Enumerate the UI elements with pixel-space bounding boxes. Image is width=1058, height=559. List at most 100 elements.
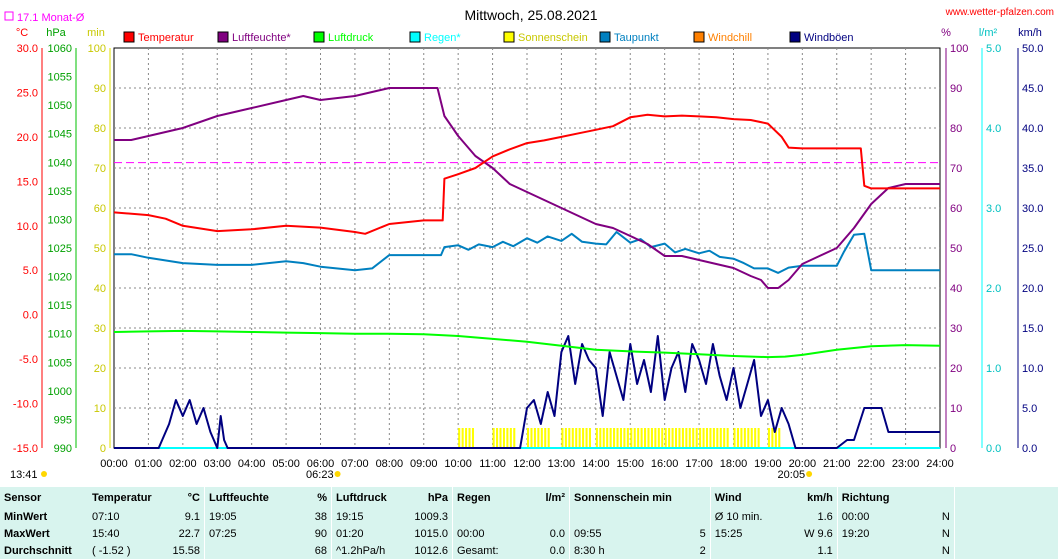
temp-value: 9.1	[184, 510, 200, 523]
temp-axis-tick: 5.0	[23, 265, 38, 277]
header-sun-filler	[676, 487, 711, 508]
header-sensor: Sensor	[4, 491, 42, 504]
sunrise-icon	[334, 471, 341, 477]
sunshine-bar	[609, 428, 612, 448]
sunshine-bar	[540, 428, 543, 448]
wind-axis-tick: 15.0	[1022, 323, 1043, 335]
sunshine-bar	[513, 428, 516, 448]
sunshine-bar	[640, 428, 643, 448]
sunshine-bar	[716, 428, 719, 448]
sunshine-bar	[537, 428, 540, 448]
sunshine-bar	[671, 428, 674, 448]
rain-axis-tick: 5.0	[986, 43, 1001, 55]
sunshine-bar	[668, 428, 671, 448]
sunshine-bar	[527, 428, 530, 448]
sun-axis-tick: 50	[94, 243, 106, 255]
humidity-axis-tick: 40	[950, 283, 962, 295]
time-axis-tick: 21:00	[823, 458, 851, 470]
time-axis-tick: 19:00	[754, 458, 782, 470]
sunshine-bar	[637, 428, 640, 448]
sunshine-bar	[458, 428, 461, 448]
sunshine-bar	[754, 428, 757, 448]
humidity-axis-tick: 100	[950, 43, 968, 55]
sunshine-bar	[492, 428, 495, 448]
header-wind-unit: km/h	[807, 491, 833, 504]
stats-row-avg: Durchschnitt ( -1.52 ) 15.58 68 ^1.2hPa/…	[0, 542, 1058, 559]
sunshine-bar	[650, 428, 653, 448]
row-label: Durchschnitt	[4, 544, 72, 557]
temp-time: 15:40	[92, 527, 120, 540]
sun-axis-tick: 20	[94, 363, 106, 375]
legend-swatch-regen	[409, 31, 421, 43]
sun-axis-tick: 90	[94, 83, 106, 95]
time-axis-tick: 23:00	[892, 458, 920, 470]
sunshine-bar	[623, 428, 626, 448]
rain-value: 0.0	[549, 544, 565, 557]
humidity-axis-tick: 80	[950, 123, 962, 135]
header-press-unit: hPa	[427, 491, 448, 504]
temp-axis-tick: 10.0	[17, 221, 38, 233]
temp-time: 07:10	[92, 510, 120, 523]
sun-axis-tick: 60	[94, 203, 106, 215]
rain-axis-tick: 2.0	[986, 283, 1001, 295]
temp-value: 15.58	[172, 544, 200, 557]
sunshine-bar	[533, 428, 536, 448]
sunshine-bar	[681, 428, 684, 448]
temp-axis-tick: 0.0	[23, 310, 38, 322]
time-axis-tick: 00:00	[100, 458, 128, 470]
sun-axis-tick: 70	[94, 163, 106, 175]
rain-time: Gesamt:	[452, 542, 531, 559]
sunshine-bar	[702, 428, 705, 448]
stats-row-min: MinWert 07:10 9.1 19:05 38 19:15 1009.3 …	[0, 508, 1058, 525]
sun-value	[676, 508, 711, 525]
header-press: Luftdruck	[331, 487, 410, 508]
sunshine-bar	[595, 428, 598, 448]
series-line-luftfeuchte	[114, 87, 940, 289]
temp-axis-unit: °C	[16, 27, 28, 39]
temp-value: 22.7	[178, 527, 200, 540]
header-temp: Temperatur	[92, 491, 152, 504]
wind-axis-tick: 40.0	[1022, 123, 1043, 135]
pressure-axis-tick: 1050	[48, 100, 72, 112]
stats-header-row: Sensor Temperatur °C Luftfeuchte % Luftd…	[0, 487, 1058, 508]
sunshine-bar	[602, 428, 605, 448]
time-axis-tick: 04:00	[238, 458, 266, 470]
temp-axis-tick: 30.0	[17, 43, 38, 55]
header-rain-unit: l/m²	[545, 491, 565, 504]
time-axis-tick: 07:00	[341, 458, 369, 470]
wind-axis-tick: 10.0	[1022, 363, 1043, 375]
dir-time	[836, 542, 906, 559]
time-axis-tick: 05:00	[272, 458, 300, 470]
hum-time: 07:25	[204, 525, 303, 542]
time-axis-tick: 24:00	[926, 458, 954, 470]
sunshine-bar	[712, 428, 715, 448]
sunshine-bar	[502, 428, 505, 448]
sunshine-bar	[506, 428, 509, 448]
press-time: 19:15	[331, 508, 410, 525]
legend-label-sonnenschein: Sonnenschein	[518, 32, 588, 44]
humidity-axis-tick: 50	[950, 243, 962, 255]
pressure-axis-tick: 990	[54, 443, 72, 455]
sunshine-bar	[471, 428, 474, 448]
pressure-axis-tick: 1040	[48, 157, 72, 169]
wind-value: 1.6	[817, 510, 833, 523]
sunshine-bar	[465, 428, 468, 448]
moon-icon	[41, 471, 47, 477]
sunshine-bar	[578, 428, 581, 448]
moon-time: 13:41	[10, 469, 38, 481]
source-url: www.wetter-pfalzen.com	[945, 7, 1054, 18]
sunshine-bar	[588, 428, 592, 448]
pressure-axis-tick: 1020	[48, 272, 72, 284]
grid-lines	[114, 48, 940, 448]
sunshine-bar	[564, 428, 567, 448]
sunrise-time: 06:23	[306, 469, 334, 481]
time-axis-tick: 03:00	[203, 458, 231, 470]
row-label: MinWert	[4, 510, 48, 523]
pressure-axis-unit: hPa	[46, 27, 66, 39]
sunshine-bar	[692, 428, 695, 448]
humidity-axis-tick: 90	[950, 83, 962, 95]
humidity-axis-tick: 30	[950, 323, 962, 335]
sunshine-bar	[568, 428, 571, 448]
time-axis-tick: 12:00	[513, 458, 541, 470]
